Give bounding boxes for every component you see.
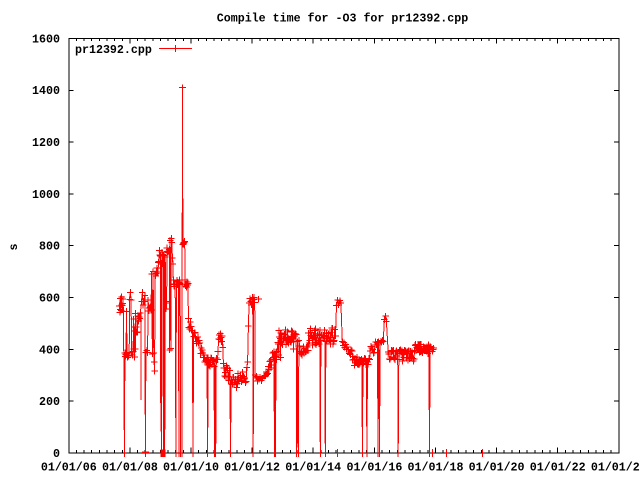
svg-text:01/01/24: 01/01/24: [591, 461, 640, 474]
svg-text:1600: 1600: [32, 33, 60, 46]
svg-text:0: 0: [53, 448, 60, 461]
svg-text:400: 400: [39, 344, 60, 357]
svg-text:1200: 1200: [32, 137, 60, 150]
svg-text:1000: 1000: [32, 189, 60, 202]
svg-text:s: s: [8, 244, 21, 251]
svg-text:1400: 1400: [32, 85, 60, 98]
svg-text:Compile time for -O3 for pr123: Compile time for -O3 for pr12392.cpp: [217, 12, 468, 25]
svg-text:01/01/22: 01/01/22: [530, 461, 586, 474]
svg-text:01/01/16: 01/01/16: [346, 461, 402, 474]
svg-text:01/01/20: 01/01/20: [469, 461, 525, 474]
svg-text:800: 800: [39, 241, 60, 254]
svg-text:01/01/08: 01/01/08: [102, 461, 158, 474]
svg-text:600: 600: [39, 292, 60, 305]
svg-text:01/01/12: 01/01/12: [224, 461, 280, 474]
svg-text:pr12392.cpp: pr12392.cpp: [75, 44, 152, 57]
svg-text:01/01/18: 01/01/18: [408, 461, 464, 474]
svg-text:01/01/06: 01/01/06: [41, 461, 97, 474]
svg-text:200: 200: [39, 396, 60, 409]
svg-text:01/01/10: 01/01/10: [163, 461, 219, 474]
svg-text:01/01/14: 01/01/14: [285, 461, 341, 474]
